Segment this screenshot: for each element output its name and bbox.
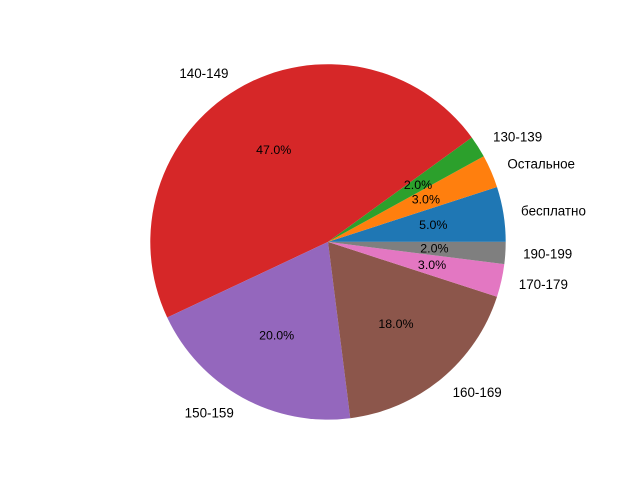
svg-text:140-149: 140-149 [179, 66, 228, 81]
svg-text:190-199: 190-199 [523, 246, 572, 261]
svg-text:3.0%: 3.0% [412, 193, 440, 207]
svg-text:бесплатно: бесплатно [521, 204, 586, 219]
svg-text:47.0%: 47.0% [256, 143, 291, 157]
svg-text:160-169: 160-169 [453, 385, 502, 400]
svg-text:170-179: 170-179 [519, 277, 568, 292]
svg-text:150-159: 150-159 [185, 405, 234, 420]
svg-text:2.0%: 2.0% [404, 178, 432, 192]
svg-text:2.0%: 2.0% [420, 242, 448, 256]
svg-text:18.0%: 18.0% [378, 317, 413, 331]
svg-text:3.0%: 3.0% [418, 258, 446, 272]
svg-text:130-139: 130-139 [493, 129, 542, 144]
svg-text:Остальное: Остальное [507, 157, 575, 172]
svg-text:20.0%: 20.0% [259, 328, 294, 342]
svg-text:5.0%: 5.0% [419, 218, 447, 232]
